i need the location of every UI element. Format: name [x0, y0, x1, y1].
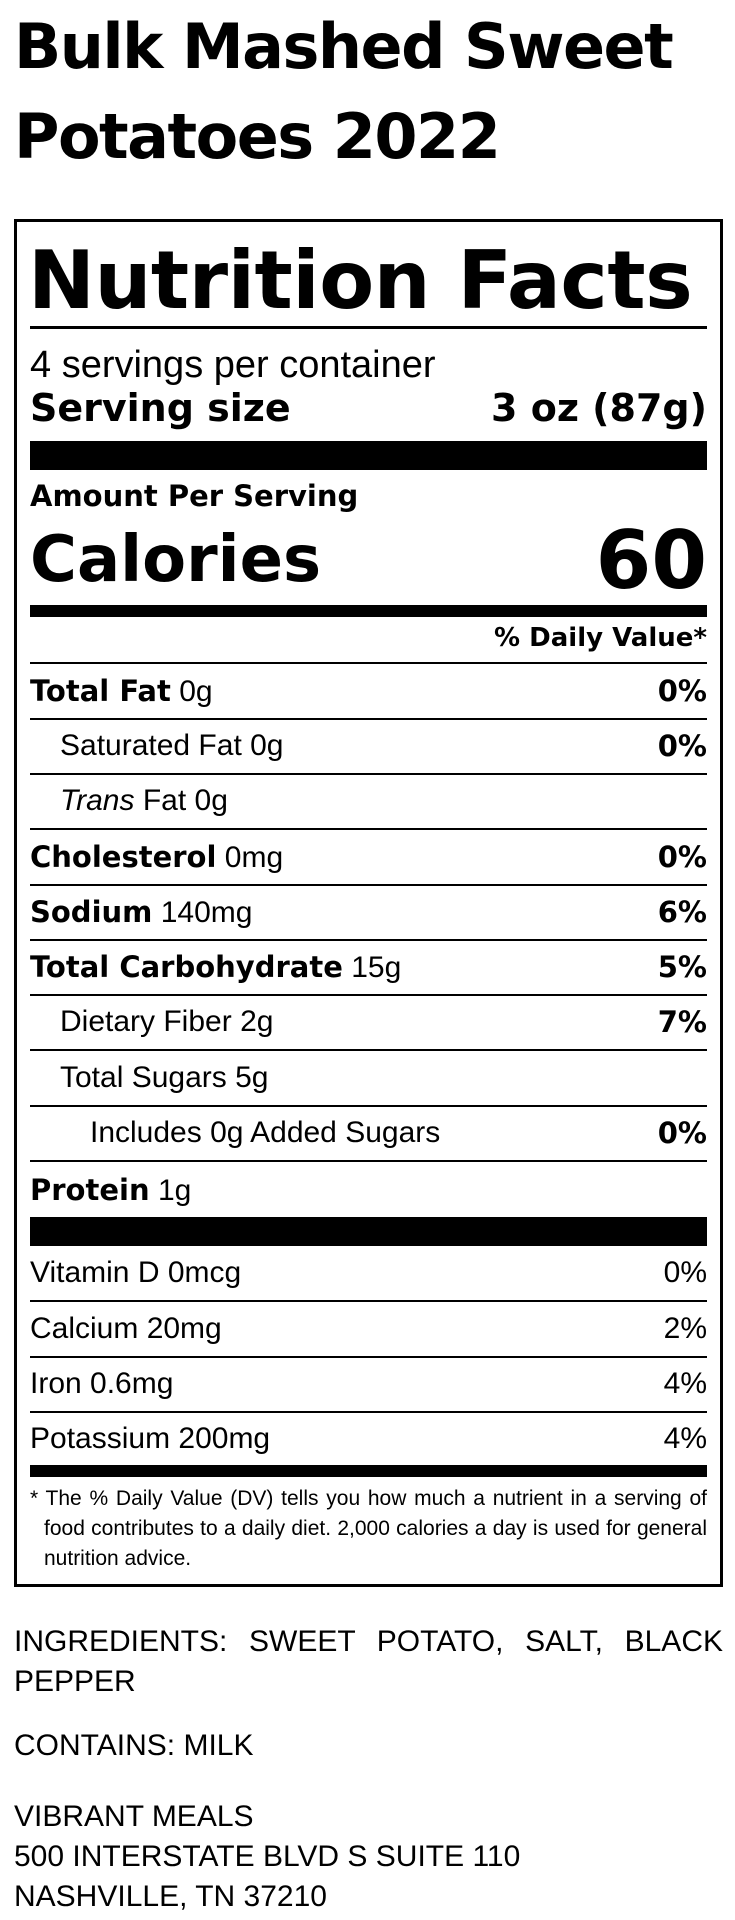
divider [30, 1105, 707, 1107]
serving-size-value: 3 oz (87g) [491, 386, 707, 430]
servings-per-container: 4 servings per container [30, 343, 436, 386]
vitamin-row-vitamin-d: Vitamin D 0mcg 0% [30, 1247, 707, 1299]
nutrient-name: Fat [142, 784, 187, 817]
vitamin-dv: 0% [663, 1256, 707, 1289]
nutrient-amount: 0g [179, 674, 213, 708]
ingredients-text: INGREDIENTS: SWEET POTATO, SALT, BLACK P… [14, 1625, 723, 1698]
daily-value-header: % Daily Value* [494, 623, 707, 653]
divider [30, 1356, 707, 1358]
serving-size-label: Serving size [30, 386, 291, 430]
thick-divider [30, 441, 707, 470]
nutrient-dv: 7% [657, 1005, 707, 1039]
calories-label: Calories [30, 523, 322, 597]
vitamin-name: Potassium 200mg [30, 1422, 271, 1455]
nutrient-dv: 6% [657, 895, 707, 929]
nutrient-name: Total Sugars [60, 1061, 227, 1094]
vitamin-name: Vitamin D 0mcg [30, 1256, 242, 1289]
divider [30, 718, 707, 720]
nutrient-amount: 5g [235, 1061, 269, 1094]
vitamin-row-potassium: Potassium 200mg 4% [30, 1413, 707, 1465]
allergen-statement: CONTAINS: MILK [14, 1729, 254, 1762]
divider [30, 1160, 707, 1162]
vitamin-row-iron: Iron 0.6mg 4% [30, 1358, 707, 1410]
divider [30, 1300, 707, 1302]
vitamin-name: Iron 0.6mg [30, 1367, 174, 1400]
medium-divider [30, 605, 707, 617]
nutrient-name: Sodium [30, 894, 153, 929]
vitamin-dv: 2% [663, 1312, 707, 1345]
nutrient-name: Total Carbohydrate [30, 949, 343, 984]
nutrient-name-italic: Trans [60, 784, 135, 817]
divider [30, 828, 707, 830]
nutrient-row-added-sugars: Includes 0g Added Sugars 0% [30, 1107, 707, 1159]
manufacturer-name: VIBRANT MEALS [14, 1800, 254, 1833]
nutrient-row-protein: Protein 1g [30, 1164, 707, 1216]
nutrient-row-saturated-fat: Saturated Fat 0g 0% [30, 720, 707, 772]
nutrient-row-dietary-fiber: Dietary Fiber 2g 7% [30, 996, 707, 1048]
nutrient-amount: 15g [351, 950, 402, 984]
nutrient-amount: 2g [240, 1005, 274, 1038]
divider [30, 884, 707, 886]
nutrient-row-total-fat: Total Fat 0g 0% [30, 665, 707, 717]
divider [30, 1049, 707, 1051]
nutrient-amount: 0g [194, 784, 228, 817]
nutrient-dv: 5% [657, 950, 707, 984]
product-title: Bulk Mashed Sweet Potatoes 2022 [14, 10, 674, 173]
nutrient-dv: 0% [657, 1116, 707, 1150]
divider [30, 939, 707, 941]
nutrient-amount: 0mg [224, 840, 284, 874]
nutrition-facts-panel: Nutrition Facts 4 servings per container… [14, 219, 723, 1587]
nutrient-name: Total Fat [30, 673, 171, 708]
divider [30, 326, 707, 329]
nutrient-row-sodium: Sodium 140mg 6% [30, 886, 707, 938]
manufacturer-address-line2: NASHVILLE, TN 37210 [14, 1880, 327, 1913]
nutrient-row-total-sugars: Total Sugars 5g [30, 1052, 707, 1104]
daily-value-footnote: * The % Daily Value (DV) tells you how m… [30, 1487, 707, 1570]
nutrient-name: Dietary Fiber [60, 1005, 232, 1038]
nutrient-dv: 0% [657, 674, 707, 708]
vitamin-dv: 4% [663, 1367, 707, 1400]
manufacturer-address-line1: 500 INTERSTATE BLVD S SUITE 110 [14, 1840, 521, 1873]
nutrient-amount: 0g [250, 729, 284, 762]
nutrition-facts-heading: Nutrition Facts [28, 234, 693, 327]
nutrient-name: Protein [30, 1172, 150, 1207]
divider [30, 773, 707, 775]
divider [30, 1411, 707, 1413]
nutrient-name: Saturated Fat [60, 729, 242, 762]
calories-row: Calories 60 [30, 512, 707, 608]
nutrient-name: Cholesterol [30, 839, 217, 874]
vitamin-name: Calcium 20mg [30, 1312, 222, 1345]
vitamin-row-calcium: Calcium 20mg 2% [30, 1303, 707, 1355]
amount-per-serving: Amount Per Serving [30, 479, 359, 513]
nutrient-dv: 0% [657, 840, 707, 874]
serving-size-row: Serving size 3 oz (87g) [30, 384, 707, 432]
thick-divider [30, 1217, 707, 1246]
divider [30, 994, 707, 996]
nutrient-row-total-carbohydrate: Total Carbohydrate 15g 5% [30, 941, 707, 993]
nutrient-amount: 140mg [160, 895, 253, 929]
nutrient-row-cholesterol: Cholesterol 0mg 0% [30, 831, 707, 883]
nutrient-row-trans-fat: Trans Fat 0g [30, 775, 707, 827]
medium-divider [30, 1465, 707, 1477]
divider [30, 662, 707, 664]
calories-value: 60 [595, 513, 707, 607]
nutrient-amount: 1g [157, 1173, 192, 1207]
nutrient-name: Includes 0g Added Sugars [90, 1116, 441, 1149]
vitamin-dv: 4% [663, 1422, 707, 1455]
nutrient-dv: 0% [657, 729, 707, 763]
